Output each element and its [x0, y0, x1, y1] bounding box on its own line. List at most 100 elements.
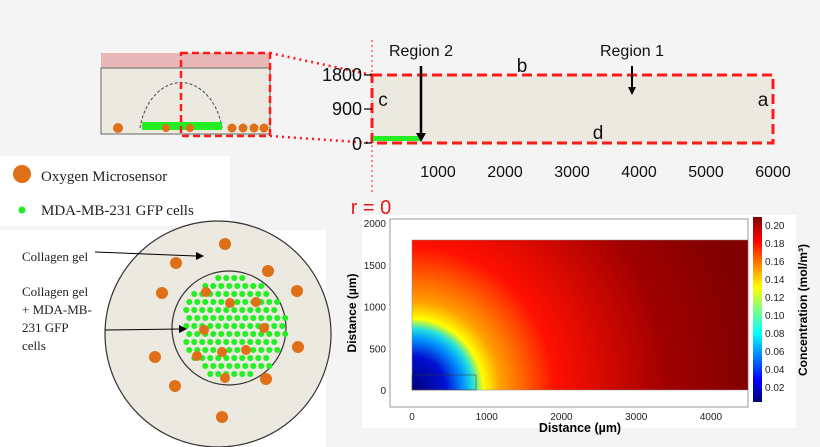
gfp-cell: [247, 339, 254, 345]
x-tick-label: 3000: [625, 412, 648, 423]
legend-sensor-label: Oxygen Microsensor: [41, 169, 167, 185]
gfp-cell: [242, 299, 249, 305]
gfp-cell: [194, 315, 201, 321]
gfp-cell: [239, 275, 246, 281]
gfp-cell: [223, 307, 230, 313]
region-2-label: Region 2: [389, 43, 453, 60]
gfp-cell: [266, 347, 273, 353]
gfp-cell: [247, 371, 254, 377]
boundary-b-label: b: [517, 56, 528, 77]
region-1-label: Region 1: [600, 43, 664, 60]
gfp-cell: [183, 323, 190, 329]
gfp-cell: [226, 347, 233, 353]
inner-label-line: Collagen gel: [22, 284, 88, 299]
gfp-cell: [207, 323, 214, 329]
gfp-cell: [210, 347, 217, 353]
gfp-cells: [183, 275, 289, 377]
gfp-cell: [226, 315, 233, 321]
gfp-cell: [194, 299, 201, 305]
colorbar-tick-label: 0.02: [765, 383, 785, 394]
side-schematic: [100, 51, 373, 145]
gfp-cell: [239, 307, 246, 313]
gfp-cell: [282, 315, 289, 321]
gfp-cell: [247, 323, 254, 329]
gfp-cell: [207, 371, 214, 377]
x-tick: 3000: [554, 164, 590, 181]
gfp-cell: [226, 363, 233, 369]
gfp-cell: [231, 275, 238, 281]
gfp-cell: [199, 307, 206, 313]
gfp-cell: [239, 291, 246, 297]
gfp-cell: [247, 307, 254, 313]
gfp-cell: [231, 323, 238, 329]
gfp-cell: [223, 339, 230, 345]
zoom-line-bottom: [269, 134, 373, 145]
concentration-field: [411, 239, 749, 391]
colorbar-tick-label: 0.18: [765, 239, 785, 250]
gfp-cell: [223, 323, 230, 329]
gfp-cell: [242, 331, 249, 337]
gfp-cell: [191, 307, 198, 313]
gfp-cell: [218, 363, 225, 369]
gfp-cell: [207, 339, 214, 345]
gfp-cell: [231, 355, 238, 361]
boundary-a-label: a: [758, 90, 769, 111]
gfp-cell: [210, 363, 217, 369]
x-tick-label: 1000: [476, 412, 499, 423]
y-tick-label: 1000: [364, 303, 387, 314]
gfp-cell: [231, 307, 238, 313]
gfp-cell: [250, 363, 257, 369]
gfp-cell: [207, 355, 214, 361]
inner-label-line: 231 GFP: [22, 320, 69, 335]
y-tick: 1800: [322, 65, 362, 85]
colorbar: [753, 217, 762, 402]
gfp-cell: [239, 355, 246, 361]
gfp-cell: [266, 315, 273, 321]
colorbar-tick-label: 0.06: [765, 347, 785, 358]
gfp-cell: [266, 299, 273, 305]
heatmap-chart: 0 1000 2000 3000 4000 0 500 1000 1500 2000 0.20 0.1…: [345, 215, 810, 435]
gfp-cell: [258, 315, 265, 321]
gfp-cell: [255, 307, 262, 313]
gfp-cell: [202, 363, 209, 369]
x-tick: 5000: [688, 164, 724, 181]
gfp-cell: [210, 283, 217, 289]
x-tick: 4000: [621, 164, 657, 181]
gfp-cell: [210, 331, 217, 337]
x-tick-label: 0: [409, 412, 415, 423]
gfp-cell: [242, 363, 249, 369]
gfp-cell: [215, 339, 222, 345]
gfp-cell: [263, 339, 270, 345]
gfp-cell: [274, 347, 281, 353]
gfp-cell: [202, 315, 209, 321]
colorbar-tick-label: 0.16: [765, 257, 785, 268]
top-view-diagram: Collagen gel Collagen gel + MDA-MB- 231 …: [0, 220, 332, 447]
x-tick-label: 2000: [550, 412, 573, 423]
y-tick-label: 500: [369, 344, 386, 355]
colorbar-label: Concentration (mol/m³): [796, 244, 810, 376]
gfp-cell: [218, 315, 225, 321]
x-tick: 2000: [487, 164, 523, 181]
gfp-cell: [191, 323, 198, 329]
boundary-d-label: d: [593, 123, 604, 144]
gfp-cell: [239, 339, 246, 345]
gfp-cell: [183, 307, 190, 313]
gfp-cell: [247, 291, 254, 297]
gfp-cell: [250, 315, 257, 321]
gfp-cell: [215, 275, 222, 281]
gfp-cell: [255, 339, 262, 345]
gfp-cell: [279, 323, 286, 329]
gfp-cell: [202, 347, 209, 353]
zoom-box: [179, 51, 272, 138]
legend: Oxygen Microsensor MDA-MB-231 GFP cells: [0, 156, 230, 226]
gfp-cell-icon: [18, 206, 26, 214]
y-tick-label: 1500: [364, 261, 387, 272]
gfp-cell: [242, 315, 249, 321]
x-tick-label: 4000: [700, 412, 723, 423]
gfp-cell: [271, 307, 278, 313]
gfp-cell: [218, 299, 225, 305]
gfp-cell: [234, 331, 241, 337]
gfp-cell: [274, 331, 281, 337]
colorbar-tick-label: 0.20: [765, 221, 785, 232]
